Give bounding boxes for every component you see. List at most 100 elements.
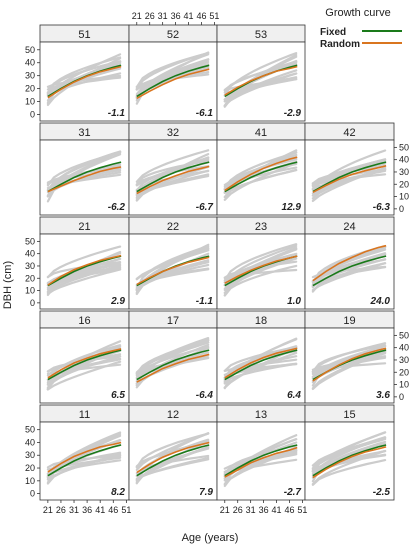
x-tick-label: 31 bbox=[246, 505, 256, 515]
panel-53: 53 -2.9 bbox=[216, 24, 306, 122]
observed-line bbox=[311, 344, 387, 373]
random-curve-16 bbox=[47, 348, 122, 379]
panel-title-12: 12 bbox=[167, 409, 179, 421]
observed-line bbox=[311, 362, 387, 373]
random-curve-51 bbox=[47, 65, 122, 99]
panel-18: 186.4 bbox=[216, 310, 306, 404]
panel-23: 231.0 bbox=[216, 216, 306, 310]
panel-title-24: 24 bbox=[343, 221, 355, 233]
x-tick-label: 31 bbox=[69, 505, 79, 515]
panel-effect-31: -6.2 bbox=[108, 202, 126, 213]
random-curve-12 bbox=[136, 441, 210, 474]
panel-effect-53: -2.9 bbox=[284, 108, 302, 119]
legend: Growth curve Fixed Random bbox=[320, 7, 402, 50]
observed-line bbox=[311, 442, 387, 473]
observed-line bbox=[135, 58, 210, 99]
y-tick-label: 20 bbox=[399, 179, 409, 189]
random-curve-32 bbox=[136, 165, 210, 195]
x-tick-label: 36 bbox=[171, 11, 181, 21]
observed-line bbox=[223, 337, 298, 390]
panel-effect-19: 3.6 bbox=[376, 390, 390, 401]
panel-effect-51: -1.1 bbox=[108, 108, 126, 119]
y-tick-label: 10 bbox=[25, 476, 35, 486]
observed-line bbox=[135, 51, 210, 90]
panel-effect-13: -2.7 bbox=[284, 487, 302, 498]
x-tick-label: 26 bbox=[56, 505, 66, 515]
panel-title-13: 13 bbox=[255, 409, 267, 421]
panel-22: 22 -1.1 bbox=[128, 216, 218, 310]
random-curve-41 bbox=[224, 156, 298, 192]
x-tick-label: 21 bbox=[43, 505, 53, 515]
observed-line bbox=[223, 76, 298, 101]
panel-title-11: 11 bbox=[79, 409, 90, 421]
random-curve-19 bbox=[312, 347, 387, 382]
random-curve-15 bbox=[312, 446, 387, 479]
panel-effect-15: -2.5 bbox=[373, 487, 391, 498]
observed-line bbox=[223, 254, 298, 284]
observed-line bbox=[223, 268, 298, 280]
panel-42: 42 -6.3 bbox=[304, 122, 395, 216]
random-curve-21 bbox=[47, 254, 122, 286]
fixed-curve-17 bbox=[136, 349, 210, 381]
fixed-curve-16 bbox=[47, 349, 122, 381]
axes-layer: 0 10 20 30 40 50 0 10 20 30 40 50 0 10 20 30 40 50 0 10 20 30… bbox=[25, 11, 409, 515]
fixed-curve-11 bbox=[47, 444, 122, 477]
observed-line bbox=[135, 440, 210, 468]
y-tick-label: 40 bbox=[25, 58, 35, 68]
observed-line bbox=[311, 459, 387, 486]
fixed-curve-32 bbox=[136, 161, 210, 193]
panel-title-51: 51 bbox=[78, 29, 90, 41]
y-tick-label: 10 bbox=[25, 97, 35, 107]
observed-line bbox=[46, 451, 122, 478]
y-tick-label: 0 bbox=[30, 110, 35, 120]
x-tick-label: 36 bbox=[82, 505, 92, 515]
panel-title-16: 16 bbox=[78, 315, 90, 327]
y-tick-label: 30 bbox=[399, 167, 409, 177]
random-curve-31 bbox=[47, 166, 122, 193]
panel-12: 127.9 bbox=[128, 404, 218, 501]
panel-effect-41: 12.9 bbox=[282, 202, 302, 213]
y-tick-label: 10 bbox=[25, 286, 35, 296]
observed-line bbox=[135, 446, 210, 485]
fixed-curve-24 bbox=[312, 255, 387, 287]
panel-52: 52 -6.1 bbox=[128, 24, 218, 122]
observed-line bbox=[223, 264, 298, 297]
observed-line bbox=[135, 454, 210, 475]
observed-line bbox=[46, 56, 122, 95]
observed-line bbox=[46, 344, 122, 384]
observed-line bbox=[223, 243, 298, 282]
observed-line bbox=[311, 164, 387, 185]
observed-line bbox=[135, 153, 210, 199]
observed-trajectories-23 bbox=[223, 243, 298, 297]
random-curve-18 bbox=[224, 347, 298, 379]
panel-13: 13 -2.7 bbox=[216, 404, 306, 501]
x-tick-label: 46 bbox=[108, 505, 118, 515]
panel-title-52: 52 bbox=[167, 29, 179, 41]
observed-line bbox=[135, 174, 210, 196]
x-tick-label: 46 bbox=[196, 11, 206, 21]
panel-title-21: 21 bbox=[78, 221, 90, 233]
y-tick-label: 20 bbox=[25, 463, 35, 473]
y-tick-label: 50 bbox=[399, 330, 409, 340]
panel-effect-32: -6.7 bbox=[196, 202, 214, 213]
observed-line bbox=[311, 431, 387, 473]
x-tick-label: 36 bbox=[259, 505, 269, 515]
x-tick-label: 26 bbox=[145, 11, 155, 21]
random-curve-13 bbox=[224, 446, 298, 478]
y-tick-label: 40 bbox=[399, 155, 409, 165]
y-tick-label: 0 bbox=[399, 204, 404, 214]
y-tick-label: 50 bbox=[399, 142, 409, 152]
fixed-curve-41 bbox=[224, 161, 298, 193]
panel-19: 193.6 bbox=[304, 310, 395, 404]
panel-title-17: 17 bbox=[167, 315, 179, 327]
y-tick-label: 30 bbox=[399, 355, 409, 365]
y-tick-label: 40 bbox=[25, 437, 35, 447]
observed-line bbox=[223, 257, 298, 294]
random-curve-53 bbox=[224, 65, 298, 96]
observed-line bbox=[46, 349, 122, 391]
fixed-curve-13 bbox=[224, 444, 298, 477]
random-curve-52 bbox=[136, 68, 210, 100]
observed-line bbox=[223, 169, 298, 199]
random-curve-11 bbox=[47, 441, 122, 473]
random-curve-17 bbox=[136, 353, 210, 383]
